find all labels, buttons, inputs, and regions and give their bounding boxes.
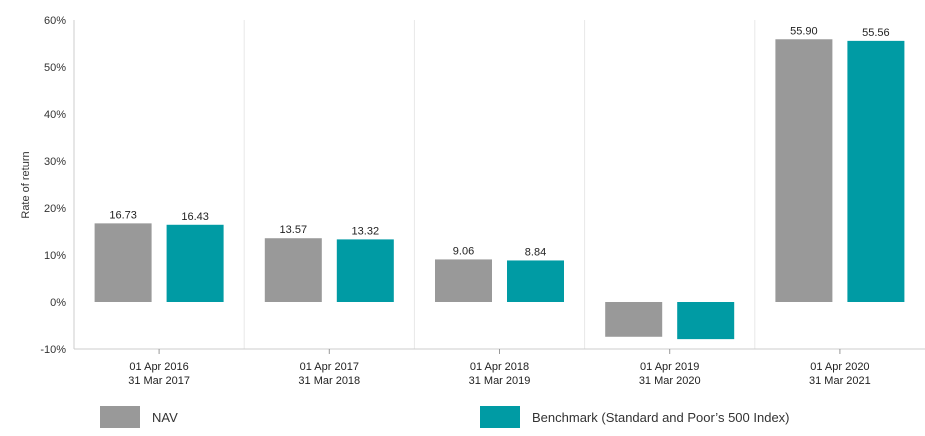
bar-nav[interactable] bbox=[435, 259, 492, 302]
y-tick-label: 60% bbox=[44, 15, 66, 27]
x-tick-label: 01 Apr 2016 bbox=[129, 361, 188, 373]
bar-benchmark[interactable] bbox=[847, 40, 905, 302]
data-label: 13.32 bbox=[352, 225, 380, 237]
data-label: 9.06 bbox=[453, 245, 474, 257]
legend-swatch-benchmark bbox=[480, 406, 520, 428]
bar-benchmark[interactable] bbox=[166, 224, 224, 302]
x-tick-label: 01 Apr 2017 bbox=[300, 361, 359, 373]
legend: NAV Benchmark (Standard and Poor’s 500 I… bbox=[0, 406, 925, 432]
x-tick-label: 31 Mar 2020 bbox=[639, 375, 701, 387]
bar-nav[interactable] bbox=[775, 39, 833, 303]
data-label: 55.90 bbox=[790, 25, 818, 37]
bar-nav[interactable] bbox=[264, 238, 322, 302]
y-tick-label: 0% bbox=[50, 297, 66, 309]
data-label: 8.84 bbox=[525, 246, 546, 258]
data-label: 55.56 bbox=[862, 27, 890, 39]
x-tick-label: 01 Apr 2019 bbox=[640, 361, 699, 373]
legend-item-nav[interactable]: NAV bbox=[100, 406, 178, 428]
y-tick-label: 20% bbox=[44, 203, 66, 215]
x-tick-label: 01 Apr 2018 bbox=[470, 361, 529, 373]
y-tick-label: 30% bbox=[44, 156, 66, 168]
legend-label-nav: NAV bbox=[152, 409, 178, 425]
x-tick-label: 31 Mar 2017 bbox=[128, 375, 190, 387]
y-tick-label: 50% bbox=[44, 62, 66, 74]
data-label: 16.43 bbox=[181, 211, 209, 223]
y-tick-label: -10% bbox=[40, 344, 66, 356]
y-axis-title: Rate of return bbox=[20, 151, 32, 218]
legend-swatch-nav bbox=[100, 406, 140, 428]
data-label: 13.57 bbox=[280, 224, 308, 236]
legend-label-benchmark: Benchmark (Standard and Poor’s 500 Index… bbox=[532, 409, 790, 425]
bar-benchmark[interactable] bbox=[507, 260, 564, 302]
x-tick-label: 31 Mar 2019 bbox=[469, 375, 531, 387]
y-tick-label: 40% bbox=[44, 109, 66, 121]
x-tick-label: 31 Mar 2018 bbox=[298, 375, 360, 387]
bar-nav[interactable] bbox=[94, 223, 152, 302]
y-tick-label: 10% bbox=[44, 250, 66, 262]
x-tick-label: 31 Mar 2021 bbox=[809, 375, 871, 387]
data-label: 16.73 bbox=[109, 209, 137, 221]
bar-nav[interactable] bbox=[605, 302, 663, 337]
legend-item-benchmark[interactable]: Benchmark (Standard and Poor’s 500 Index… bbox=[480, 406, 790, 428]
bar-benchmark[interactable] bbox=[336, 239, 394, 302]
bar-benchmark[interactable] bbox=[677, 302, 735, 340]
x-tick-label: 01 Apr 2020 bbox=[810, 361, 869, 373]
bar-chart: -10% 0% 10% 20% 30% 40% 50% 60% 01 Apr 2016 31 Ma… bbox=[20, 15, 925, 387]
